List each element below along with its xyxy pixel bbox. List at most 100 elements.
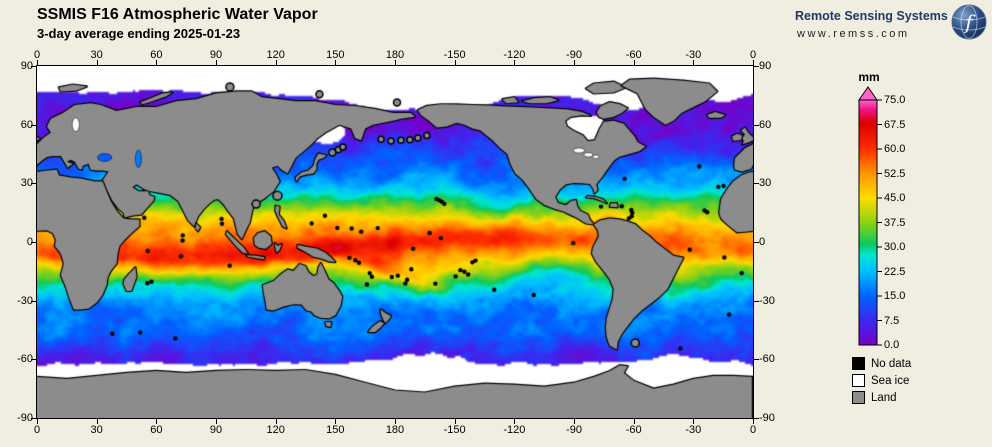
legend-swatch xyxy=(852,357,865,370)
axis-tick xyxy=(454,60,456,65)
legend-item-land: Land xyxy=(852,391,911,404)
colorbar-tick-label: 30.0 xyxy=(884,241,906,253)
colorbar-tick-label: 7.5 xyxy=(884,314,900,327)
colorbar-tick-label: 15.0 xyxy=(884,290,906,302)
lon-tick-label-top: 90 xyxy=(209,49,223,61)
lat-tick-label-left: 0 xyxy=(26,236,33,248)
lon-tick-label-bottom: 60 xyxy=(150,424,163,436)
legend-label: Land xyxy=(871,391,897,404)
lat-tick-label-right: -30 xyxy=(759,294,775,307)
lon-tick-label-bottom: 30 xyxy=(90,424,103,436)
lon-tick-label-top: -150 xyxy=(443,49,466,61)
lat-tick-label-left: -60 xyxy=(17,353,33,366)
map-legend: No data Sea ice Land xyxy=(852,357,911,408)
colorbar xyxy=(858,86,882,346)
axis-tick xyxy=(574,60,575,65)
axis-tick xyxy=(31,300,36,302)
colorbar-tick-label: 67.5 xyxy=(884,118,906,131)
lon-tick-label-top: 180 xyxy=(385,49,405,61)
axis-tick xyxy=(96,419,98,424)
legend-swatch xyxy=(852,391,865,404)
lon-tick-label-bottom: 180 xyxy=(385,424,405,436)
legend-item-no-data: No data xyxy=(852,357,911,370)
colorbar-tick-label: 22.5 xyxy=(884,265,906,278)
colorbar-tick-label: 75.0 xyxy=(884,94,906,106)
axis-tick xyxy=(31,66,36,67)
lon-tick-label-top: 0 xyxy=(33,49,41,61)
colorbar-tick-label: 52.5 xyxy=(884,167,906,180)
lat-tick-label-right: 60 xyxy=(759,118,772,131)
colorbar-tick-label: 60.0 xyxy=(884,143,906,155)
colorbar-tick-label: 45.0 xyxy=(884,192,906,204)
lon-tick-label-bottom: -90 xyxy=(566,424,582,436)
axis-tick xyxy=(514,419,516,424)
colorbar-unit-label: mm xyxy=(858,70,880,84)
axis-tick xyxy=(395,419,396,424)
lon-tick-label-bottom: 150 xyxy=(326,424,345,436)
axis-tick xyxy=(754,418,759,419)
lat-tick-label-left: 30 xyxy=(20,177,33,190)
legend-item-sea-ice: Sea ice xyxy=(852,374,911,387)
axis-tick xyxy=(754,242,759,243)
axis-tick xyxy=(754,183,759,185)
axis-tick xyxy=(693,60,695,65)
axis-tick xyxy=(31,183,36,185)
axis-tick xyxy=(156,60,158,65)
axis-tick xyxy=(335,419,337,424)
axis-tick xyxy=(754,300,759,302)
colorbar-overflow-arrow xyxy=(858,86,878,101)
lon-tick-label-top: 150 xyxy=(326,49,345,61)
lon-tick-label-bottom: 90 xyxy=(209,424,223,436)
axis-tick xyxy=(395,60,396,65)
axis-tick xyxy=(37,419,38,424)
world-map-canvas xyxy=(37,66,753,418)
axis-tick xyxy=(574,419,575,424)
lon-tick-label-top: 30 xyxy=(90,49,103,61)
map-frame xyxy=(36,65,754,419)
axis-tick xyxy=(633,60,635,65)
lon-tick-label-top: 0 xyxy=(749,49,757,61)
axis-tick xyxy=(693,419,695,424)
lon-tick-label-top: 120 xyxy=(266,49,285,61)
colorbar-tick-label: 0.0 xyxy=(884,339,900,351)
page-title: SSMIS F16 Atmospheric Water Vapor xyxy=(37,6,318,23)
lat-tick-label-left: -30 xyxy=(17,294,33,307)
axis-tick xyxy=(753,419,754,424)
axis-tick xyxy=(753,60,754,65)
axis-tick xyxy=(275,419,277,424)
lat-tick-label-left: 60 xyxy=(20,118,33,131)
legend-label: No data xyxy=(871,357,912,370)
axis-tick xyxy=(37,60,38,65)
lon-tick-label-top: -30 xyxy=(685,49,702,61)
remss-logo-globe-icon: f xyxy=(951,4,987,40)
lon-tick-label-bottom: 0 xyxy=(33,424,41,436)
lat-tick-label-left: 90 xyxy=(20,60,33,72)
axis-tick xyxy=(31,124,36,126)
lon-tick-label-top: -120 xyxy=(503,49,526,61)
brand-name: Remote Sensing Systems xyxy=(795,9,948,23)
axis-tick xyxy=(31,359,36,361)
lat-tick-label-right: -60 xyxy=(759,353,775,366)
axis-tick xyxy=(216,60,217,65)
axis-tick xyxy=(335,60,337,65)
lon-tick-label-bottom: -60 xyxy=(625,424,642,436)
colorbar-tick-label: 37.5 xyxy=(884,216,906,229)
axis-tick xyxy=(754,359,759,361)
legend-swatch xyxy=(852,374,865,387)
axis-tick xyxy=(454,419,456,424)
lat-tick-label-right: -90 xyxy=(759,412,775,424)
lon-tick-label-top: -90 xyxy=(566,49,582,61)
axis-tick xyxy=(754,66,759,67)
lon-tick-label-bottom: 0 xyxy=(749,424,757,436)
lat-tick-label-left: -90 xyxy=(17,412,33,424)
axis-tick xyxy=(633,419,635,424)
axis-tick xyxy=(216,419,217,424)
lon-tick-label-top: -60 xyxy=(625,49,642,61)
axis-tick xyxy=(754,124,759,126)
lon-tick-label-bottom: -30 xyxy=(685,424,702,436)
lat-tick-label-right: 0 xyxy=(759,236,766,248)
axis-tick xyxy=(156,419,158,424)
lon-tick-label-bottom: -120 xyxy=(503,424,526,436)
axis-tick xyxy=(96,60,98,65)
